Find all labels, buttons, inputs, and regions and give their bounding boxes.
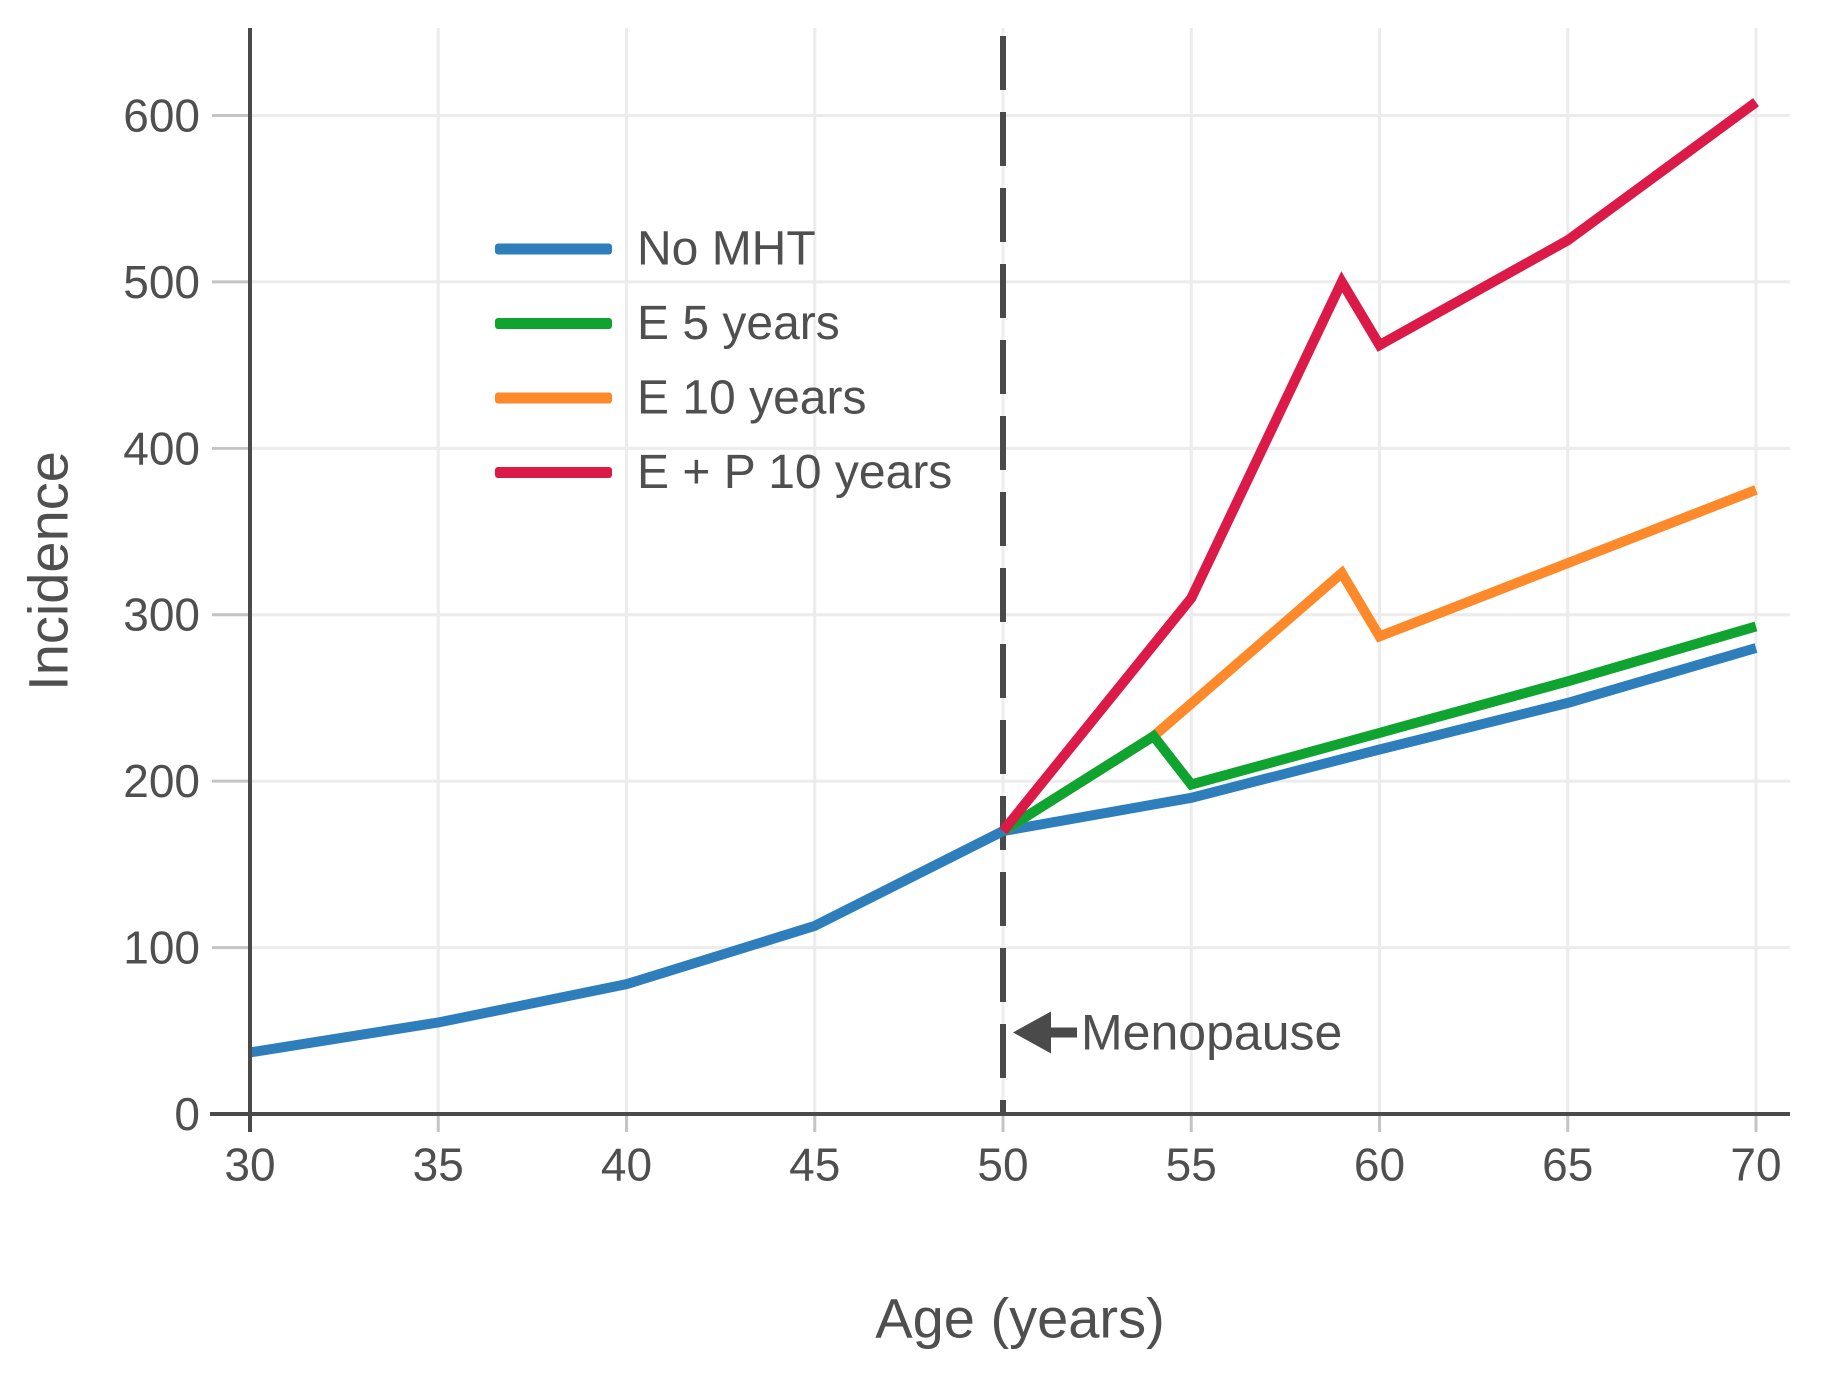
y-tick-label: 0 [174, 1088, 200, 1140]
legend: No MHT E 5 years E 10 years E + P 10 years [495, 223, 952, 499]
legend-label-e-p-10-years: E + P 10 years [637, 446, 952, 499]
x-axis-title: Age (years) [875, 1287, 1164, 1350]
menopause-annotation-label: Menopause [1081, 1004, 1342, 1060]
series-lines [249, 98, 1759, 1058]
legend-label-e-10-years: E 10 years [637, 372, 866, 425]
tick-labels: 30 35 40 45 50 55 60 65 70 0 100 200 300 400 500 600 [123, 89, 1781, 1190]
y-tick-label: 400 [123, 422, 200, 474]
legend-swatch-no-mht [495, 243, 612, 255]
x-tick-label: 50 [977, 1139, 1028, 1191]
legend-label-no-mht: No MHT [637, 223, 816, 276]
legend-swatch-e-5-years [495, 318, 612, 329]
menopause-annotation: Menopause [1013, 1004, 1342, 1060]
x-tick-label: 40 [601, 1139, 652, 1191]
x-tick-label: 55 [1166, 1139, 1217, 1191]
y-tick-label: 100 [123, 922, 200, 974]
x-tick-label: 60 [1354, 1139, 1405, 1191]
series-line-e-p-10-years [999, 98, 1759, 835]
legend-swatch-e-10-years [495, 392, 612, 404]
series-line-e-5-years [1000, 621, 1758, 836]
legend-swatch-e-p-10-years [495, 467, 612, 478]
x-tick-label: 45 [789, 1139, 840, 1191]
x-tick-label: 35 [413, 1139, 464, 1191]
x-tick-label: 65 [1542, 1139, 1593, 1191]
y-tick-label: 500 [123, 256, 200, 308]
y-tick-label: 300 [123, 589, 200, 641]
legend-label-e-5-years: E 5 years [637, 297, 840, 350]
x-tick-label: 70 [1730, 1139, 1781, 1191]
axis-spines [210, 28, 1790, 1132]
x-tick-label: 30 [224, 1139, 275, 1191]
y-tick-label: 200 [123, 755, 200, 807]
gridlines [250, 28, 1790, 1114]
left-arrow-icon [1013, 1011, 1077, 1054]
y-axis-title: Incidence [17, 451, 80, 691]
y-tick-label: 600 [123, 89, 200, 141]
axis-titles: Age (years) Incidence [17, 451, 1165, 1349]
